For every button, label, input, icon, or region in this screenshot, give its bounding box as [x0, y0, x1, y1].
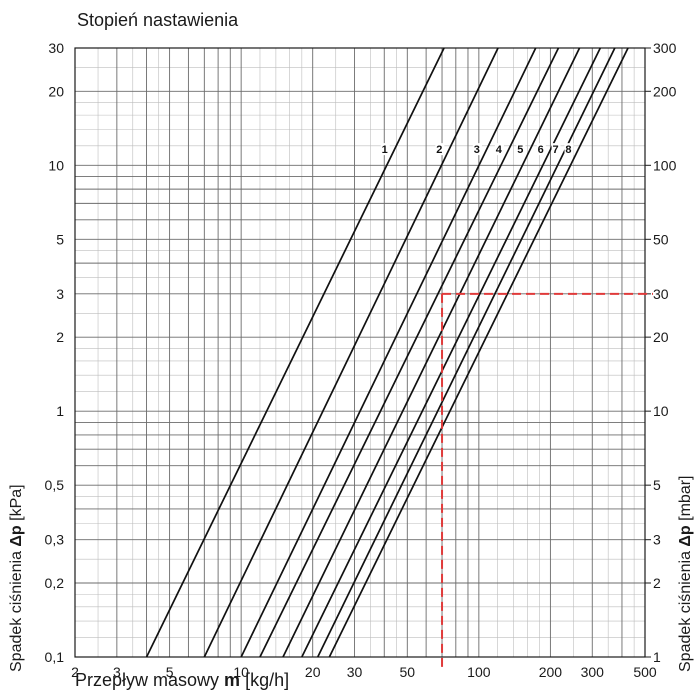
series-label-bg [472, 143, 482, 156]
y-tick-label-left: 30 [48, 40, 64, 56]
x-axis-label-symbol: m [224, 670, 241, 690]
series-label-bg [435, 143, 445, 156]
series-label-bg [516, 143, 526, 156]
x-tick-label: 20 [305, 664, 321, 680]
y-tick-label-left: 0,1 [45, 649, 65, 665]
series-line-3 [240, 47, 537, 658]
series-line-2 [203, 47, 499, 658]
y-axis-label-left-symbol: Δp [8, 525, 25, 547]
series-line-5 [282, 47, 581, 658]
series-line-4 [259, 47, 560, 658]
annotation-layer [441, 292, 653, 669]
y-tick-label-right: 5 [653, 477, 661, 493]
y-axis-label-left-prefix: Spadek ciśnienia [8, 546, 25, 672]
series-line-6 [301, 47, 602, 658]
series-label-1: 1 [382, 144, 388, 156]
y-axis-label-left-unit: [kPa] [8, 484, 25, 526]
y-tick-label-right: 3 [653, 532, 661, 548]
y-tick-label-left: 3 [56, 286, 64, 302]
y-tick-label-left: 0,2 [45, 575, 65, 591]
y-tick-label-right: 50 [653, 231, 669, 247]
y-axis-label-right-prefix: Spadek ciśnienia [677, 546, 694, 672]
series-label-8: 8 [565, 144, 571, 156]
series-label-bg [551, 143, 561, 156]
y-tick-label-left: 10 [48, 157, 64, 173]
x-axis-label-prefix: Przepływ masowy [75, 670, 225, 690]
series-label-4: 4 [496, 144, 503, 156]
y-axis-label-right: Spadek ciśnienia Δp [mbar] [677, 476, 695, 673]
y-tick-label-right: 2 [653, 575, 661, 591]
y-tick-label-right: 10 [653, 403, 669, 419]
x-tick-label: 3 [113, 664, 121, 680]
y-tick-label-left: 0,3 [45, 532, 65, 548]
series-label-7: 7 [552, 144, 558, 156]
x-tick-label: 5 [166, 664, 174, 680]
series-label-3: 3 [474, 144, 480, 156]
series-label-bg [564, 143, 574, 156]
x-tick-label: 2 [71, 664, 79, 680]
y-tick-labels-left: 0,1 0,2 0,3 0,5 1 2 3 5 10 20 30 [45, 40, 65, 665]
y-tick-label-left: 1 [56, 403, 64, 419]
y-tick-label-right: 100 [653, 157, 677, 173]
y-tick-label-left: 20 [48, 83, 64, 99]
y-axis-label-left: Spadek ciśnienia Δp [kPa] [8, 484, 26, 672]
series-line-1 [145, 47, 445, 658]
plot-frame [74, 47, 646, 658]
x-axis-label-unit: [kg/h] [240, 670, 290, 690]
y-axis-label-right-unit: [mbar] [677, 475, 694, 526]
x-axis-label: Przepływ masowy m [kg/h] [75, 670, 289, 691]
minor-grid [75, 48, 645, 657]
series-label-bg [536, 143, 546, 156]
series-line-7 [316, 47, 616, 658]
x-tick-label: 100 [467, 664, 491, 680]
y-tick-label-left: 0,5 [45, 477, 65, 493]
x-tick-labels: 2 3 5 10 20 30 50 100 200 300 500 [71, 664, 657, 680]
y-tick-label-right: 200 [653, 83, 677, 99]
x-tick-label: 30 [347, 664, 363, 680]
series-layer [145, 47, 629, 658]
x-tick-label: 200 [539, 664, 563, 680]
x-tick-label: 50 [400, 664, 416, 680]
y-tick-labels-right: 1 2 3 5 10 20 30 50 100 200 300 [653, 40, 677, 665]
x-tick-label: 500 [633, 664, 657, 680]
y-tick-label-left: 5 [56, 231, 64, 247]
y-tick-label-right: 1 [653, 649, 661, 665]
y-tick-label-right: 30 [653, 286, 669, 302]
x-tick-label: 10 [233, 664, 249, 680]
y-tick-label-left: 2 [56, 329, 64, 345]
series-label-6: 6 [538, 144, 544, 156]
series-label-5: 5 [517, 144, 523, 156]
y-tick-label-right: 20 [653, 329, 669, 345]
y-tick-label-right: 300 [653, 40, 677, 56]
series-label-2: 2 [436, 144, 442, 156]
x-tick-label: 300 [581, 664, 605, 680]
series-label-bg [380, 143, 390, 156]
series-line-8 [328, 47, 629, 658]
chart-title: Stopień nastawienia [77, 10, 239, 30]
series-label-bg [494, 143, 504, 156]
y-axis-label-right-symbol: Δp [677, 525, 694, 547]
